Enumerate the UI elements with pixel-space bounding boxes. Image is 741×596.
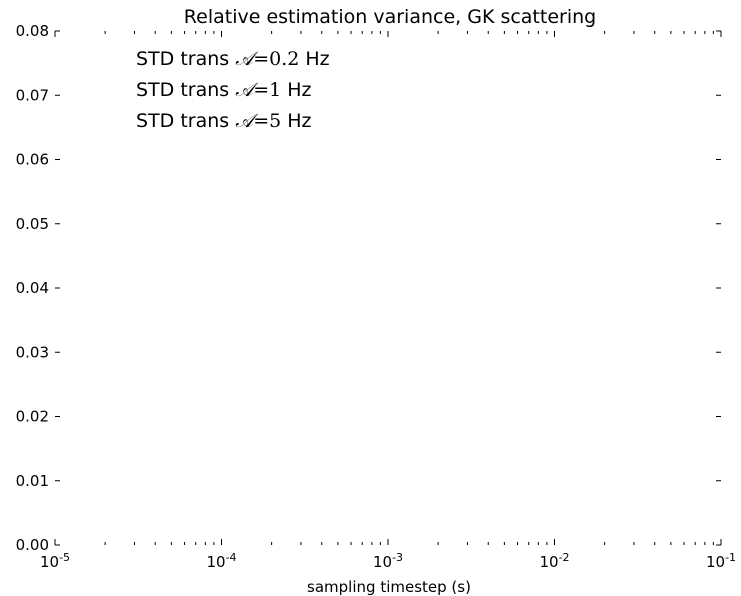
x-tick-label: 10-3 bbox=[373, 551, 403, 571]
chart-title: Relative estimation variance, GK scatter… bbox=[184, 6, 596, 28]
y-tick-label: 0.07 bbox=[16, 86, 49, 104]
x-axis: 10-5 10-4 10-3 10-2 10-1 bbox=[40, 31, 736, 571]
legend-entry: STD trans 𝒜=5 Hz bbox=[136, 110, 312, 132]
y-tick-label: 0.00 bbox=[16, 536, 49, 554]
x-tick-label: 10-4 bbox=[206, 551, 236, 571]
x-tick-label: 10-1 bbox=[706, 551, 736, 571]
legend-entry: STD trans 𝒜=1 Hz bbox=[136, 79, 312, 101]
legend-entry: STD trans 𝒜=0.2 Hz bbox=[136, 48, 330, 70]
x-tick-label: 10-5 bbox=[40, 551, 70, 571]
y-tick-label: 0.04 bbox=[16, 279, 49, 297]
y-tick-label: 0.05 bbox=[16, 215, 49, 233]
y-tick-label: 0.01 bbox=[16, 472, 49, 490]
y-tick-label: 0.06 bbox=[16, 151, 49, 169]
legend: STD trans 𝒜=0.2 Hz STD trans 𝒜=1 Hz STD tr… bbox=[136, 48, 330, 132]
y-tick-label: 0.08 bbox=[16, 22, 49, 40]
y-tick-label: 0.03 bbox=[16, 343, 49, 361]
y-axis: 0.00 0.01 0.02 0.03 0.04 0.05 0.06 0.07 0.08 bbox=[16, 22, 721, 554]
x-tick-label: 10-2 bbox=[539, 551, 569, 571]
y-tick-label: 0.02 bbox=[16, 408, 49, 426]
x-axis-label: sampling timestep (s) bbox=[307, 578, 471, 596]
